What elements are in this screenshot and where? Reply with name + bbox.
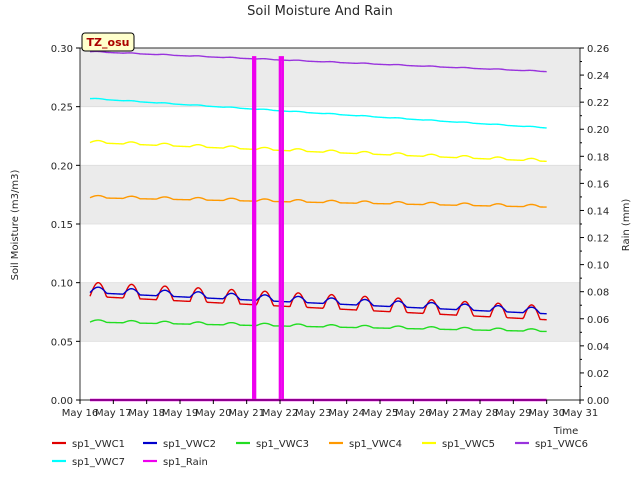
x-tick-label: May 18 — [128, 408, 165, 419]
x-tick-label: May 26 — [395, 408, 432, 419]
y-right-tick-label: 0.16 — [587, 179, 609, 190]
y-right-tick-label: 0.00 — [587, 396, 609, 407]
y-right-tick-label: 0.24 — [587, 71, 609, 82]
legend-label: sp1_VWC7 — [72, 457, 125, 468]
x-tick-label: May 23 — [295, 408, 332, 419]
station-label-box: TZ_osu — [81, 32, 135, 52]
legend-label: sp1_VWC3 — [256, 439, 309, 450]
y-left-tick-label: 0.00 — [51, 396, 73, 407]
y-axis-right-label: Rain (mm) — [621, 199, 632, 252]
series-line — [89, 194, 547, 208]
y-left-tick-label: 0.05 — [51, 337, 73, 348]
legend-label: sp1_VWC5 — [442, 439, 495, 450]
series-line — [89, 139, 547, 163]
x-tick-label: May 21 — [228, 408, 265, 419]
y-right-tick-label: 0.14 — [587, 206, 609, 217]
legend-label: sp1_VWC2 — [163, 439, 216, 450]
series-line — [89, 50, 547, 73]
y-right-tick-label: 0.12 — [587, 234, 609, 245]
legend-label: sp1_VWC1 — [72, 439, 125, 450]
grid-band — [80, 165, 580, 224]
x-axis-label: Time — [553, 426, 578, 437]
legend-label: sp1_VWC4 — [349, 439, 402, 450]
y-right-tick-label: 0.08 — [587, 288, 609, 299]
y-left-tick-label: 0.30 — [51, 44, 73, 55]
y-right-tick-label: 0.22 — [587, 98, 609, 109]
x-tick-label: May 29 — [495, 408, 532, 419]
legend-label: sp1_VWC6 — [535, 439, 588, 450]
chart-title: Soil Moisture And Rain — [247, 4, 393, 19]
x-tick-label: May 24 — [328, 408, 365, 419]
x-tick-label: May 28 — [462, 408, 499, 419]
grid-band — [80, 282, 580, 342]
legend: sp1_VWC1 sp1_VWC2 sp1_VWC3 sp1_VWC4 sp1_VWC5… — [52, 439, 588, 468]
y-left-tick-label: 0.10 — [51, 279, 73, 290]
y-left-tick-label: 0.20 — [51, 161, 73, 172]
x-tick-label: May 27 — [428, 408, 465, 419]
x-tick-label: May 16 — [62, 408, 99, 419]
y-left-tick-label: 0.15 — [51, 220, 73, 231]
y-axis-left-label: Soil Moisture (m3/m3) — [10, 170, 21, 281]
x-tick-label: May 20 — [195, 408, 232, 419]
background-bands — [80, 48, 580, 342]
station-label: TZ_osu — [87, 36, 130, 49]
y-right-tick-label: 0.20 — [587, 125, 609, 136]
y-right-tick-label: 0.26 — [587, 44, 609, 55]
legend-label: sp1_Rain — [163, 457, 208, 468]
y-right-tick-label: 0.06 — [587, 315, 609, 326]
grid-band — [80, 48, 580, 107]
x-tick-label: May 19 — [162, 408, 199, 419]
x-tick-label: May 22 — [262, 408, 299, 419]
x-tick-label: May 31 — [562, 408, 599, 419]
series-line — [90, 56, 547, 402]
y-right-tick-label: 0.04 — [587, 342, 609, 353]
y-right-tick-label: 0.10 — [587, 261, 609, 272]
x-tick-label: May 30 — [528, 408, 565, 419]
y-left-tick-label: 0.25 — [51, 103, 73, 114]
series-line — [89, 286, 547, 315]
y-right-tick-label: 0.18 — [587, 152, 609, 163]
x-tick-label: May 25 — [362, 408, 399, 419]
x-tick-label: May 17 — [95, 408, 132, 419]
series-line — [89, 281, 547, 321]
series-line — [89, 319, 547, 333]
y-right-tick-label: 0.02 — [587, 369, 609, 380]
series-line — [89, 97, 547, 129]
